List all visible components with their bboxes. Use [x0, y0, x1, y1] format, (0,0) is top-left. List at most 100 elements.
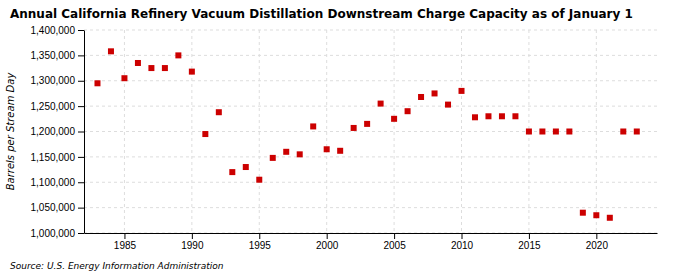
point — [566, 129, 572, 135]
y-tick-label: 1,000,000 — [31, 228, 76, 239]
x-tick-label: 2020 — [586, 240, 609, 251]
point — [459, 88, 465, 94]
annotation: Source: U.S. Energy Information Administ… — [10, 261, 224, 271]
x-tick-label: 2005 — [383, 240, 406, 251]
point — [283, 149, 289, 155]
grid-line-x — [394, 30, 395, 233]
y-tick-label: 1,350,000 — [31, 50, 76, 61]
point — [634, 129, 640, 135]
point — [485, 113, 491, 119]
y-axis-title: Barrels per Stream Day — [5, 72, 16, 191]
y-tick: 1,200,000 — [31, 126, 85, 137]
point — [512, 113, 518, 119]
grid-line-x — [596, 30, 597, 233]
x-tick-label: 1995 — [249, 240, 272, 251]
y-tick-mark — [78, 81, 84, 82]
point — [121, 75, 127, 81]
point — [553, 129, 559, 135]
y-tick-label: 1,300,000 — [31, 75, 76, 86]
grid-line-y — [84, 182, 657, 183]
y-tick-mark — [78, 30, 84, 31]
point — [593, 212, 599, 218]
point — [94, 80, 100, 86]
point — [148, 65, 154, 71]
y-tick: 1,400,000 — [31, 25, 85, 36]
x-tick-label: 1985 — [114, 240, 137, 251]
point — [418, 94, 424, 100]
y-axis: 1,000,000 1,050,000 1,100,000 1,150,000 1,20… — [31, 25, 85, 239]
point — [175, 52, 181, 58]
x-tick-label: 2010 — [451, 240, 474, 251]
point — [526, 129, 532, 135]
title: Annual California Refinery Vacuum Distil… — [10, 7, 633, 21]
x-tick: 1990 — [181, 233, 204, 251]
point — [607, 215, 613, 221]
grid-line-y — [84, 207, 657, 208]
point — [108, 48, 114, 54]
x-tick: 2020 — [586, 233, 609, 251]
x-tick: 2010 — [451, 233, 474, 251]
y-tick-mark — [78, 157, 84, 158]
y-tick-label: 1,150,000 — [31, 152, 76, 163]
grid-line-x — [259, 30, 260, 233]
y-tick-mark — [78, 106, 84, 107]
x-tick: 1995 — [249, 233, 272, 251]
y-tick-label: 1,050,000 — [31, 202, 76, 213]
grid-line-x — [124, 30, 125, 233]
point — [270, 155, 276, 161]
y-tick: 1,350,000 — [31, 50, 85, 61]
x-axis-line — [85, 233, 658, 234]
y-tick: 1,150,000 — [31, 152, 85, 163]
x-tick-label: 2015 — [518, 240, 541, 251]
x-tick-mark — [259, 233, 260, 239]
grid-line-x — [191, 30, 192, 233]
x-tick: 2000 — [316, 233, 339, 251]
grid-line-y — [84, 233, 657, 234]
point — [216, 109, 222, 115]
point — [391, 116, 397, 122]
y-tick-mark — [78, 55, 84, 56]
point — [378, 101, 384, 107]
point — [202, 131, 208, 137]
x-tick-label: 1990 — [181, 240, 204, 251]
x-tick-mark — [124, 233, 125, 239]
grid-line-y — [84, 106, 657, 107]
x-tick-mark — [192, 233, 193, 239]
x-tick-mark — [462, 233, 463, 239]
point — [499, 113, 505, 119]
grid-line-y — [84, 80, 657, 81]
y-tick-mark — [78, 182, 84, 183]
grid-line-x — [461, 30, 462, 233]
grid-line-y — [84, 156, 657, 157]
y-tick: 1,250,000 — [31, 101, 85, 112]
grid-line-y — [84, 30, 657, 31]
x-axis: 1985 1990 1995 2000 2005 2010 2015 2020 — [85, 233, 658, 251]
point — [256, 177, 262, 183]
point — [472, 114, 478, 120]
marks — [94, 48, 639, 220]
point — [539, 129, 545, 135]
plot: 1985 1990 1995 2000 2005 2010 2015 2020 1,000,00… — [31, 25, 658, 251]
y-tick-label: 1,200,000 — [31, 126, 76, 137]
point — [351, 125, 357, 131]
point — [337, 148, 343, 154]
y-tick-label: 1,100,000 — [31, 177, 76, 188]
point — [364, 121, 370, 127]
grid-line-x — [326, 30, 327, 233]
point — [297, 151, 303, 157]
y-tick: 1,000,000 — [31, 228, 85, 239]
x-tick-mark — [327, 233, 328, 239]
chart: 1985 1990 1995 2000 2005 2010 2015 2020 1,000,00… — [0, 0, 675, 275]
point — [324, 146, 330, 152]
point — [310, 123, 316, 129]
y-tick: 1,100,000 — [31, 177, 85, 188]
point — [432, 90, 438, 96]
x-tick: 2005 — [383, 233, 406, 251]
x-tick: 1985 — [114, 233, 137, 251]
point — [243, 164, 249, 170]
grid-line-y — [84, 55, 657, 56]
point — [162, 65, 168, 71]
point — [445, 102, 451, 108]
point — [405, 108, 411, 114]
y-tick-mark — [78, 208, 84, 209]
